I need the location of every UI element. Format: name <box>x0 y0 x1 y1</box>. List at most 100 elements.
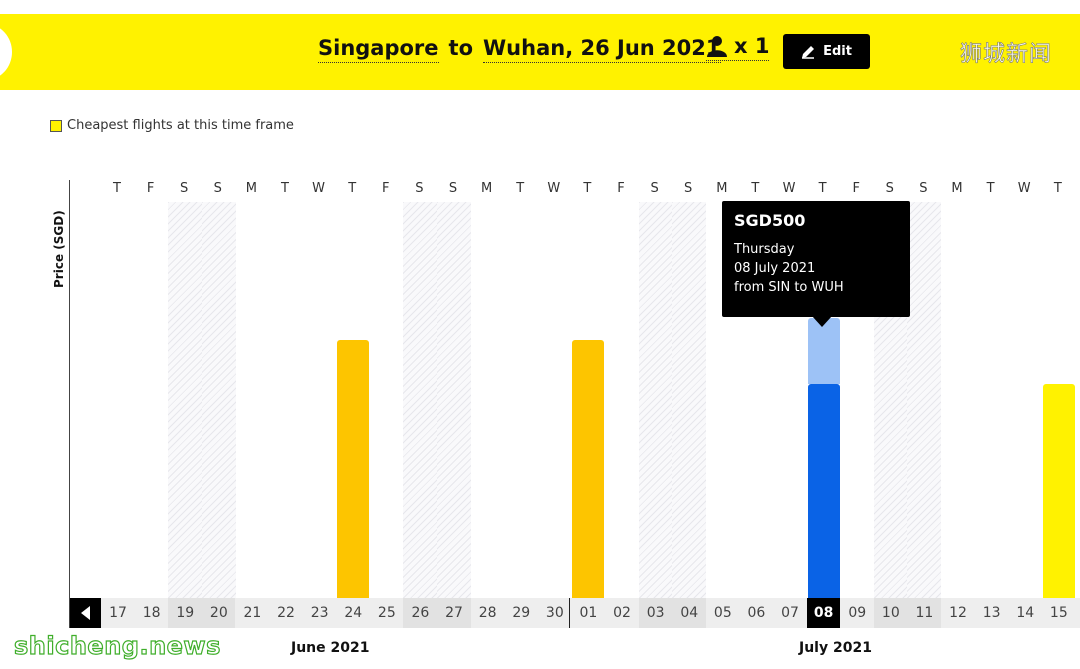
weekday-label: T <box>986 181 995 196</box>
weekday-label: M <box>480 181 493 196</box>
date-cell[interactable]: 13 <box>974 598 1009 628</box>
date-cell[interactable]: 21 <box>235 598 270 628</box>
weekday-label: S <box>213 181 222 196</box>
date-cell[interactable]: 03 <box>638 598 673 628</box>
pencil-icon <box>802 45 815 59</box>
weekday-label: F <box>146 181 155 196</box>
weekday-label: S <box>919 181 928 196</box>
weekday-label: M <box>245 181 257 196</box>
previous-dates-button[interactable] <box>70 598 101 628</box>
weekday-label: F <box>617 181 625 196</box>
weekday-label: W <box>782 181 796 196</box>
weekday-label: M <box>951 181 963 196</box>
selected-fare-bar[interactable] <box>807 384 840 598</box>
weekend-column <box>403 202 438 598</box>
fare-bar[interactable] <box>337 340 370 598</box>
weekday-label: T <box>583 181 592 196</box>
date-cell[interactable]: 26 <box>403 598 438 628</box>
date-cell[interactable]: 25 <box>369 598 404 628</box>
date-cell[interactable]: 01 <box>571 598 606 628</box>
weekend-column <box>907 202 942 598</box>
date-cell[interactable]: 11 <box>907 598 942 628</box>
y-axis-line <box>69 180 70 628</box>
weekday-label: W <box>547 181 561 196</box>
weekday-label: F <box>852 181 860 196</box>
date-cell[interactable]: 19 <box>168 598 203 628</box>
edit-button-label: Edit <box>823 44 852 59</box>
search-summary-bar: Singapore to Wuhan, 26 Jun 2021 x 1 Edit… <box>0 14 1080 90</box>
weekday-label: T <box>281 181 289 196</box>
weekday-label: T <box>348 181 357 196</box>
date-cell[interactable]: 18 <box>134 598 169 628</box>
date-cell[interactable]: 09 <box>840 598 875 628</box>
date-cell[interactable]: 20 <box>201 598 236 628</box>
weekday-label: S <box>684 181 693 196</box>
date-cell[interactable]: 05 <box>705 598 740 628</box>
weekday-label: T <box>751 181 760 196</box>
date-cell[interactable]: 24 <box>336 598 371 628</box>
watermark-top: 狮城新闻 <box>960 42 1053 68</box>
selected-fare-highlight <box>807 318 840 384</box>
date-cell[interactable]: 28 <box>470 598 505 628</box>
date-cell[interactable]: 22 <box>269 598 304 628</box>
weekend-column <box>672 202 707 598</box>
date-cell[interactable]: 07 <box>773 598 808 628</box>
month-label-june: June 2021 <box>291 640 370 656</box>
date-cell[interactable]: 29 <box>504 598 539 628</box>
date-cell-selected[interactable]: 08 <box>806 598 841 628</box>
destination-date[interactable]: Wuhan, 26 Jun 2021 <box>483 36 721 63</box>
date-cell[interactable]: 14 <box>1008 598 1043 628</box>
weekend-column <box>638 202 673 598</box>
tooltip-pointer <box>812 316 832 327</box>
passenger-count[interactable]: x 1 <box>706 34 770 61</box>
y-axis-label: Price (SGD) <box>52 210 66 288</box>
weekday-label: S <box>448 181 458 196</box>
fare-bar[interactable] <box>572 340 605 598</box>
tooltip-date: 08 July 2021 <box>734 261 816 276</box>
weekday-label: T <box>1053 181 1062 196</box>
date-cell[interactable]: 27 <box>437 598 472 628</box>
date-cell[interactable]: 12 <box>941 598 976 628</box>
date-cell[interactable]: 06 <box>739 598 774 628</box>
date-cell[interactable]: 02 <box>605 598 640 628</box>
logo[interactable] <box>0 24 12 80</box>
date-cell[interactable]: 04 <box>672 598 707 628</box>
weekend-column <box>437 202 472 598</box>
tooltip-day: Thursday <box>734 242 795 257</box>
tooltip-price: SGD500 <box>734 211 806 230</box>
weekday-label: W <box>312 181 326 196</box>
fare-bar[interactable] <box>1042 384 1075 598</box>
month-divider <box>569 598 570 628</box>
legend-swatch <box>50 119 62 132</box>
date-cell[interactable]: 15 <box>1041 598 1076 628</box>
weekday-label: T <box>818 181 827 196</box>
weekday-label: S <box>180 181 189 196</box>
date-cell[interactable]: 23 <box>302 598 337 628</box>
tooltip-route: from SIN to WUH <box>734 280 844 295</box>
weekday-label: S <box>650 181 659 196</box>
weekday-label: T <box>516 181 525 196</box>
route-summary[interactable]: Singapore to Wuhan, 26 Jun 2021 <box>318 36 721 63</box>
edit-search-button[interactable]: Edit <box>783 34 870 69</box>
date-cell[interactable]: 30 <box>537 598 572 628</box>
weekday-label: F <box>382 181 390 196</box>
triangle-left-icon <box>80 606 90 620</box>
date-cell[interactable]: 17 <box>101 598 136 628</box>
price-tooltip: SGD500 Thursday 08 July 2021 from SIN to… <box>722 201 910 317</box>
weekday-label: W <box>1017 181 1031 196</box>
origin-city[interactable]: Singapore <box>318 36 439 63</box>
legend-label: Cheapest flights at this time frame <box>67 118 294 133</box>
passenger-count-label: x 1 <box>734 34 770 58</box>
weekday-label: S <box>885 181 894 196</box>
chart-legend: Cheapest flights at this time frame <box>50 118 294 133</box>
weekday-label: T <box>113 181 121 196</box>
weekday-label: S <box>415 181 424 196</box>
person-icon <box>707 36 727 57</box>
month-label-july: July 2021 <box>799 640 872 656</box>
weekend-column <box>201 202 236 598</box>
route-connector: to <box>448 36 474 60</box>
weekend-column <box>168 202 203 598</box>
date-cell[interactable]: 10 <box>873 598 908 628</box>
weekday-label: M <box>716 181 728 196</box>
